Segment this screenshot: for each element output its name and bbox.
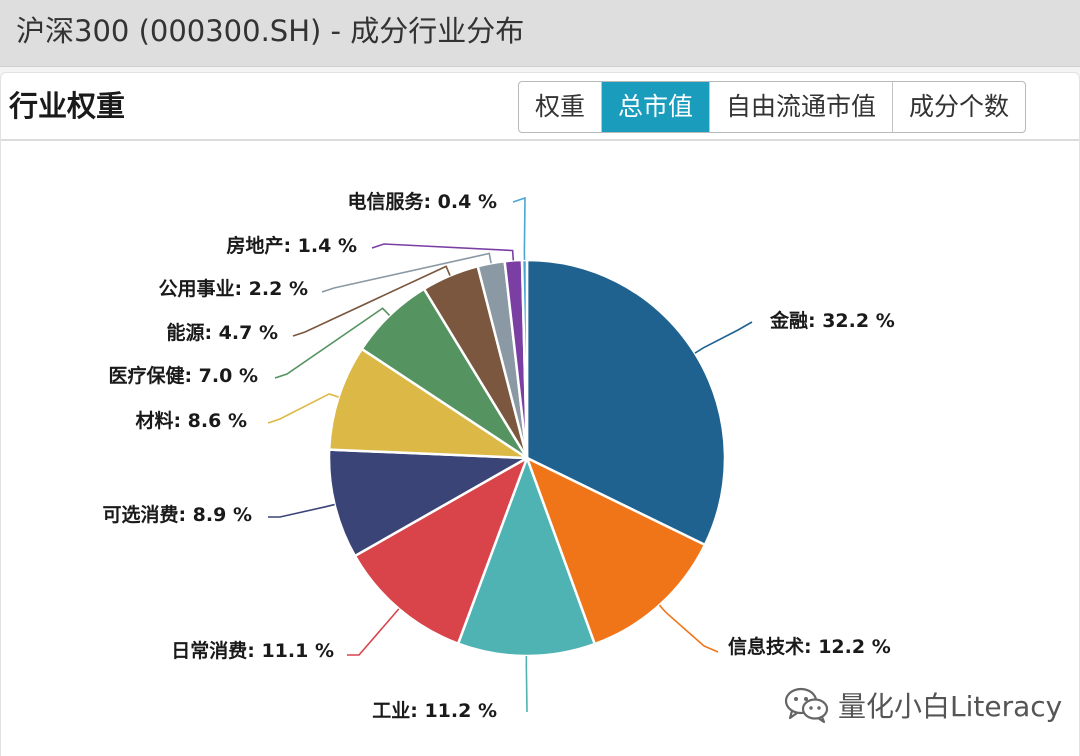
- pie-slice[interactable]: [525, 456, 707, 646]
- pie-slice-label: 医疗保健: 7.0 %: [108, 364, 258, 387]
- pie-slice[interactable]: [525, 258, 727, 547]
- tab-constituent-count[interactable]: 成分个数: [892, 82, 1025, 132]
- pie-slice-label: 日常消费: 11.1 %: [171, 639, 334, 662]
- metric-tab-group: 权重 总市值 自由流通市值 成分个数: [518, 81, 1027, 133]
- pie-slice[interactable]: [520, 258, 529, 460]
- pie-leader-line: [267, 393, 339, 424]
- pie-slice-label: 房地产: 1.4 %: [226, 234, 357, 257]
- pie-leader-line: [268, 503, 335, 518]
- window-title: 沪深300 (000300.SH) - 成分行业分布: [16, 14, 525, 48]
- pie-slice-label: 能源: 4.7 %: [166, 321, 278, 344]
- window-title-bar: 沪深300 (000300.SH) - 成分行业分布: [0, 0, 1080, 67]
- card-header: 行业权重 权重 总市值 自由流通市值 成分个数: [1, 73, 1079, 141]
- pie-leader-line: [525, 655, 528, 713]
- tab-total-market-cap[interactable]: 总市值: [601, 82, 710, 132]
- pie-leader-line: [274, 307, 391, 379]
- pie-slice-label: 可选消费: 8.9 %: [102, 503, 252, 526]
- pie-leader-line: [694, 321, 753, 354]
- pie-slice-label: 公用事业: 2.2 %: [158, 277, 308, 300]
- pie-slices: [327, 258, 727, 658]
- pie-leader-line: [512, 196, 526, 261]
- watermark-text: 量化小白Literacy: [838, 690, 1063, 723]
- section-title: 行业权重: [9, 89, 126, 123]
- pie-leader-line: [658, 604, 719, 653]
- tab-weight[interactable]: 权重: [535, 92, 586, 121]
- pie-slice-label: 电信服务: 0.4 %: [347, 190, 497, 213]
- pie-leader-line: [371, 243, 515, 261]
- pie-leader-line: [321, 252, 492, 293]
- pie-leader-line: [292, 265, 451, 337]
- pie-slice-label: 信息技术: 12.2 %: [728, 635, 891, 658]
- pie-leader-line: [347, 608, 400, 656]
- pie-slice-label: 工业: 11.2 %: [372, 700, 497, 722]
- watermark: 量化小白Literacy: [784, 683, 1062, 727]
- pie-slice-label: 材料: 8.6 %: [135, 409, 247, 432]
- pie-slice-label: 金融: 32.2 %: [769, 309, 895, 332]
- pie-labels: 金融: 32.2 % 信息技术: 12.2 % 工业: 11.2 % 日常消费: 11…: [102, 190, 894, 722]
- tab-free-float-market-cap[interactable]: 自由流通市值: [709, 82, 892, 132]
- wechat-icon: [784, 687, 829, 724]
